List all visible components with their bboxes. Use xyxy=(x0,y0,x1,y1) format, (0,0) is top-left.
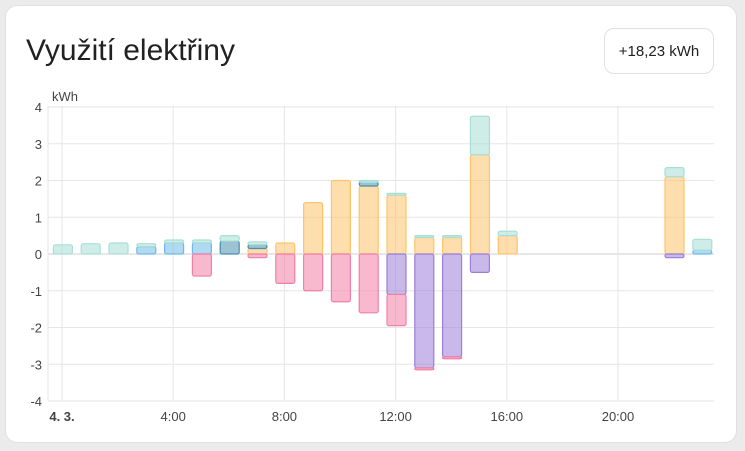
bar-grid-import xyxy=(164,242,185,255)
y-tick-label: -4 xyxy=(30,394,42,409)
bar-grid-export xyxy=(330,253,351,303)
bar-solar xyxy=(497,235,518,255)
bar-solar xyxy=(275,242,296,255)
x-tick-label: 16:00 xyxy=(491,409,524,424)
bar-consumption-other xyxy=(358,179,379,183)
bar-consumption-other xyxy=(692,238,713,251)
bar-consumption-other xyxy=(80,243,101,255)
y-tick-label: -1 xyxy=(30,284,42,299)
bar-consumption-other xyxy=(108,242,129,255)
bar-solar xyxy=(386,194,407,255)
bar-solar xyxy=(664,176,685,255)
card-title: Využití elektřiny xyxy=(26,34,235,67)
bar-consumption-other xyxy=(442,235,463,239)
bar-battery-charge xyxy=(442,253,463,358)
y-axis-unit: kWh xyxy=(52,89,78,104)
bar-grid-import xyxy=(191,242,212,255)
bar-solar xyxy=(303,201,324,255)
bar-consumption-other xyxy=(52,244,74,255)
bar-grid-export xyxy=(275,253,296,284)
bar-grid-export xyxy=(358,253,379,314)
bar-consumption-other xyxy=(469,115,490,156)
y-tick-label: 4 xyxy=(35,100,42,115)
bar-grid-export xyxy=(442,356,463,360)
bar-grid-export xyxy=(414,367,435,371)
bar-solar xyxy=(469,154,490,255)
bar-solar xyxy=(358,185,379,255)
bar-consumption-other xyxy=(386,192,407,196)
bar-grid-export xyxy=(247,253,268,259)
y-tick-label: -2 xyxy=(30,321,42,336)
y-tick-label: 1 xyxy=(35,210,42,225)
x-tick-label: 4. 3. xyxy=(49,409,74,424)
bar-consumption-other xyxy=(247,241,268,246)
bar-grid-export xyxy=(191,253,212,277)
bar-solar xyxy=(442,236,463,255)
bar-battery-discharge xyxy=(219,240,240,255)
y-tick-label: 2 xyxy=(35,174,42,189)
x-tick-label: 8:00 xyxy=(272,409,297,424)
bar-battery-charge xyxy=(469,253,490,273)
bar-consumption-other xyxy=(219,235,240,242)
bar-battery-charge xyxy=(386,253,407,296)
bar-consumption-other xyxy=(664,167,685,178)
y-tick-label: 0 xyxy=(35,247,42,262)
bar-consumption-other xyxy=(497,230,518,237)
bar-grid-import xyxy=(136,246,157,255)
y-tick-label: -3 xyxy=(30,357,42,372)
bar-consumption-other xyxy=(136,243,157,248)
bar-solar xyxy=(414,236,435,255)
bar-grid-export xyxy=(386,293,407,327)
bar-consumption-other xyxy=(414,235,435,239)
bar-consumption-other xyxy=(164,239,185,244)
bar-battery-charge xyxy=(664,253,685,259)
total-energy-badge[interactable]: +18,23 kWh xyxy=(604,28,714,74)
x-tick-label: 4:00 xyxy=(161,409,186,424)
bar-grid-export xyxy=(303,253,324,292)
bar-solar xyxy=(330,179,351,255)
y-tick-label: 3 xyxy=(35,137,42,152)
bar-solar xyxy=(247,247,268,255)
x-tick-label: 12:00 xyxy=(379,409,412,424)
x-tick-label: 20:00 xyxy=(602,409,635,424)
bar-battery-charge xyxy=(414,253,435,369)
bar-consumption-other xyxy=(191,239,212,244)
